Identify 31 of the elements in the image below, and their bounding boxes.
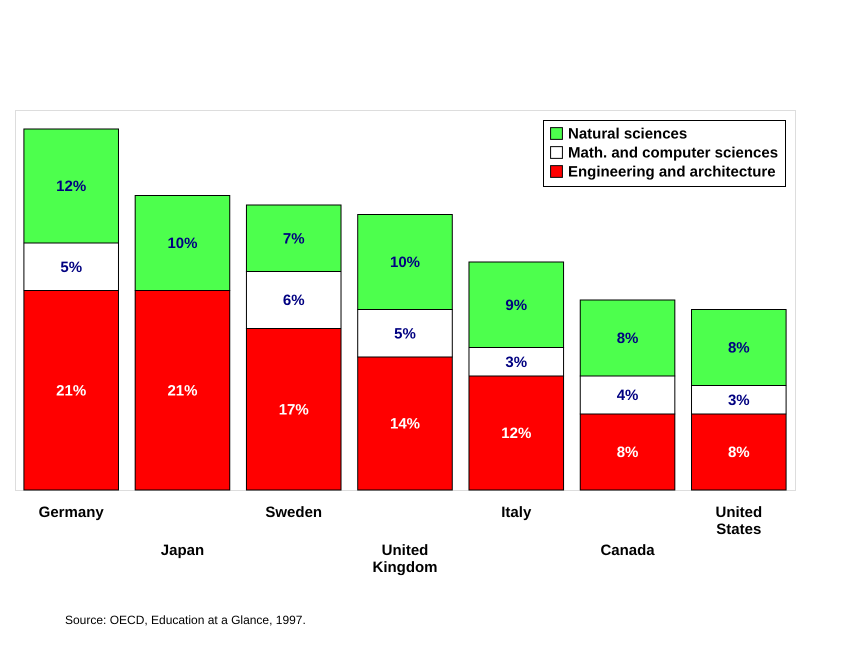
x-tick-label: Canada [600, 542, 656, 559]
data-label: 9% [505, 296, 528, 314]
data-label: 6% [282, 292, 305, 309]
data-label: 4% [616, 387, 638, 404]
x-tick-label: Sweden [265, 504, 322, 521]
x-tick-label: Germany [38, 504, 104, 521]
x-tick-label: Italy [501, 504, 532, 521]
legend-label: Math. and computer sciences [568, 144, 778, 162]
x-tick-label: Japan [160, 542, 204, 559]
legend-label: Natural sciences [568, 126, 688, 142]
data-label: 5% [60, 258, 82, 276]
data-label: 21% [56, 382, 86, 400]
data-label: 8% [616, 444, 638, 461]
data-label: 12% [56, 178, 86, 195]
data-label: 10% [167, 235, 198, 252]
x-tick-label: United Kingdom [372, 542, 438, 576]
data-label: 17% [278, 401, 309, 418]
data-label: 10% [390, 254, 420, 271]
data-label: 3% [728, 392, 750, 409]
data-label: 8% [728, 340, 750, 356]
data-label: 3% [505, 354, 528, 371]
legend-label: Engineering and architecture [568, 164, 776, 180]
data-label: 7% [282, 230, 305, 248]
data-label: 5% [394, 325, 416, 342]
data-label: 12% [501, 425, 532, 442]
source-note: Source: OECD, Education at a Glance, 1997. [65, 613, 306, 627]
data-label: 21% [167, 382, 198, 400]
data-label: 8% [616, 330, 638, 347]
data-label: 14% [390, 416, 420, 432]
data-label: 8% [728, 444, 750, 461]
x-tick-label: United States [715, 504, 762, 538]
